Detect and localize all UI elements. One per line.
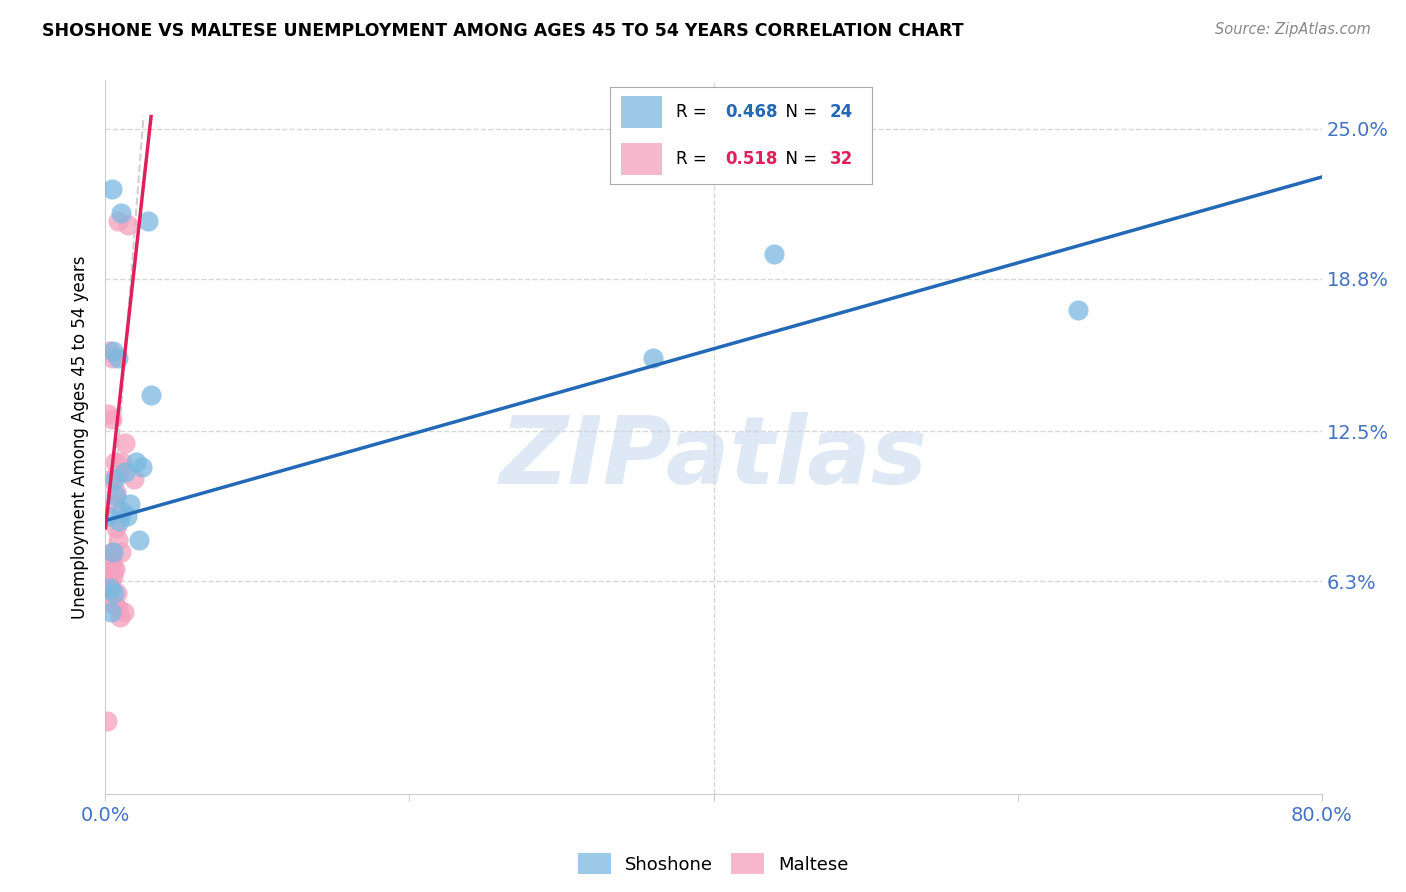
- Point: [110, 206, 132, 220]
- Point: [100, 182, 122, 196]
- Point: [125, 455, 148, 469]
- Point: [100, 472, 122, 486]
- Point: [105, 521, 128, 535]
- Text: ZIPatlas: ZIPatlas: [499, 412, 928, 505]
- Point: [139, 388, 162, 402]
- Point: [103, 562, 125, 576]
- Point: [763, 247, 786, 261]
- Point: [100, 576, 122, 591]
- Point: [108, 610, 131, 624]
- Point: [105, 484, 128, 499]
- Legend: Shoshone, Maltese: Shoshone, Maltese: [571, 846, 856, 881]
- Point: [128, 533, 150, 547]
- Point: [118, 497, 141, 511]
- Point: [98, 344, 121, 359]
- Point: [124, 472, 146, 486]
- Point: [100, 606, 122, 620]
- Point: [101, 344, 124, 359]
- Point: [103, 455, 125, 469]
- Point: [107, 351, 129, 366]
- Point: [111, 504, 134, 518]
- Point: [97, 593, 120, 607]
- Point: [101, 351, 124, 366]
- Point: [1067, 303, 1090, 318]
- Point: [105, 586, 128, 600]
- Point: [107, 213, 129, 227]
- Point: [136, 213, 159, 227]
- Point: [103, 497, 125, 511]
- Point: [114, 465, 136, 479]
- Point: [107, 533, 129, 547]
- Point: [115, 508, 138, 523]
- Point: [101, 552, 124, 566]
- Point: [96, 714, 118, 729]
- Point: [101, 569, 124, 583]
- Point: [98, 552, 121, 566]
- Text: Source: ZipAtlas.com: Source: ZipAtlas.com: [1215, 22, 1371, 37]
- Point: [107, 600, 129, 615]
- Point: [108, 465, 131, 479]
- Point: [114, 436, 136, 450]
- Point: [108, 514, 131, 528]
- Point: [641, 351, 664, 366]
- Point: [103, 472, 125, 486]
- Point: [105, 489, 128, 503]
- Text: SHOSHONE VS MALTESE UNEMPLOYMENT AMONG AGES 45 TO 54 YEARS CORRELATION CHART: SHOSHONE VS MALTESE UNEMPLOYMENT AMONG A…: [42, 22, 963, 40]
- Point: [101, 562, 124, 576]
- Point: [110, 545, 132, 559]
- Point: [101, 545, 124, 559]
- Point: [104, 598, 127, 612]
- Point: [117, 219, 139, 233]
- Point: [131, 460, 153, 475]
- Point: [111, 455, 134, 469]
- Point: [98, 581, 121, 595]
- Point: [97, 407, 120, 421]
- Y-axis label: Unemployment Among Ages 45 to 54 years: Unemployment Among Ages 45 to 54 years: [72, 255, 90, 619]
- Point: [98, 581, 121, 595]
- Point: [112, 606, 135, 620]
- Point: [103, 586, 125, 600]
- Point: [100, 545, 122, 559]
- Point: [100, 412, 122, 426]
- Point: [97, 508, 120, 523]
